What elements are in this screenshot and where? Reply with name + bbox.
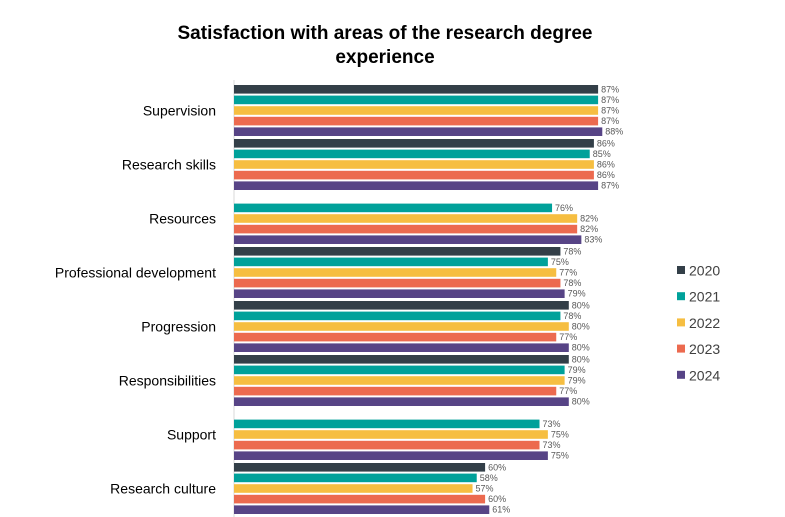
bar (234, 332, 557, 342)
data-label: 82% (580, 224, 598, 234)
bar (234, 343, 569, 352)
bar (234, 235, 582, 244)
data-label: 73% (543, 419, 561, 429)
bar (234, 322, 569, 331)
bar (234, 149, 590, 159)
data-label: 58% (480, 473, 498, 483)
bar (234, 419, 540, 429)
legend-swatch (677, 318, 685, 327)
category-label: Professional development (55, 265, 216, 281)
category-label: Research skills (122, 157, 216, 173)
legend-swatch (677, 344, 685, 353)
data-label: 75% (551, 430, 569, 440)
bar (234, 268, 557, 277)
data-label: 85% (593, 149, 611, 159)
bar (234, 505, 490, 514)
legend-swatch (677, 292, 685, 301)
bar (234, 203, 553, 213)
bar (234, 257, 548, 267)
legend-label: 2020 (689, 263, 720, 279)
bar (234, 214, 578, 223)
data-label: 86% (597, 160, 615, 170)
legend-swatch (677, 370, 685, 379)
category-label: Support (167, 427, 216, 443)
data-label: 78% (563, 311, 581, 321)
bar (234, 85, 599, 94)
data-label: 80% (572, 397, 590, 407)
data-label: 75% (551, 257, 569, 267)
bar (234, 494, 486, 504)
data-label: 73% (543, 440, 561, 450)
legend-label: 2022 (689, 315, 720, 331)
bar (234, 440, 540, 450)
bar (234, 451, 548, 460)
data-label: 88% (605, 127, 623, 137)
data-label: 82% (580, 214, 598, 224)
data-label: 61% (492, 505, 510, 515)
bar (234, 463, 486, 472)
chart-title: Satisfaction with areas of the research … (177, 23, 593, 68)
data-label: 60% (488, 494, 506, 504)
data-label: 75% (551, 451, 569, 461)
data-label: 80% (572, 343, 590, 353)
bar (234, 95, 599, 105)
bar (234, 278, 561, 288)
data-label: 77% (559, 386, 577, 396)
bar (234, 301, 569, 310)
bar (234, 247, 561, 256)
bar (234, 170, 594, 180)
data-label: 77% (559, 332, 577, 342)
legend-label: 2024 (689, 367, 720, 383)
data-label: 78% (563, 278, 581, 288)
bar (234, 160, 594, 169)
data-label: 87% (601, 116, 619, 126)
data-label: 87% (601, 84, 619, 94)
category-label: Responsibilities (119, 373, 216, 389)
category-label: Research culture (110, 481, 216, 497)
data-label: 83% (584, 235, 602, 245)
bar (234, 289, 565, 298)
bar (234, 484, 473, 493)
bar (234, 181, 599, 190)
data-label: 60% (488, 462, 506, 472)
data-label: 79% (568, 365, 586, 375)
bar (234, 365, 565, 375)
legend-swatch (677, 266, 685, 274)
data-label: 80% (572, 354, 590, 364)
data-label: 78% (563, 246, 581, 256)
category-label: Progression (141, 319, 216, 335)
data-label: 86% (597, 170, 615, 180)
legend-label: 2021 (689, 289, 720, 305)
data-label: 87% (601, 95, 619, 105)
bar (234, 139, 594, 148)
data-label: 57% (476, 484, 494, 494)
legend-label: 2023 (689, 341, 720, 357)
bar (234, 355, 569, 364)
bar (234, 311, 561, 321)
bar (234, 127, 603, 136)
bar (234, 430, 548, 439)
data-label: 77% (559, 268, 577, 278)
bar (234, 116, 599, 126)
bar (234, 224, 578, 234)
data-label: 87% (601, 181, 619, 191)
data-label: 80% (572, 322, 590, 332)
data-label: 79% (568, 376, 586, 386)
data-label: 76% (555, 203, 573, 213)
bar (234, 386, 557, 396)
bar (234, 397, 569, 406)
data-label: 86% (597, 138, 615, 148)
bar (234, 376, 565, 385)
category-label: Resources (149, 211, 216, 227)
bar (234, 473, 477, 483)
bar (234, 106, 599, 115)
data-label: 80% (572, 300, 590, 310)
category-label: Supervision (143, 103, 216, 119)
data-label: 79% (568, 289, 586, 299)
data-label: 87% (601, 106, 619, 116)
